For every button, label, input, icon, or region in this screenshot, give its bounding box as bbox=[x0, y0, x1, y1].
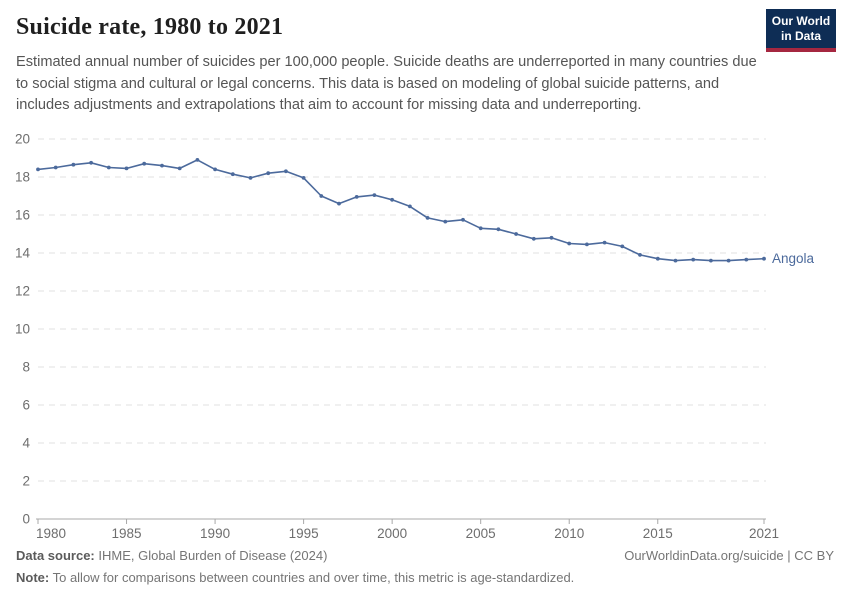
data-point[interactable] bbox=[284, 169, 288, 173]
owid-logo-line2: in Data bbox=[780, 29, 821, 43]
series-end-label[interactable]: Angola bbox=[772, 251, 815, 266]
data-point[interactable] bbox=[549, 235, 554, 240]
data-point[interactable] bbox=[354, 194, 359, 199]
x-tick-label: 1980 bbox=[36, 526, 66, 541]
data-point[interactable] bbox=[89, 160, 93, 165]
owid-logo[interactable]: Our World in Data bbox=[766, 9, 836, 52]
note-line: Note: To allow for comparisons between c… bbox=[16, 567, 834, 588]
data-point[interactable] bbox=[638, 252, 642, 257]
y-tick-label: 10 bbox=[15, 321, 30, 336]
data-point[interactable] bbox=[248, 175, 253, 180]
y-tick-label: 2 bbox=[22, 473, 30, 488]
x-tick-label: 1995 bbox=[289, 526, 319, 541]
y-tick-label: 6 bbox=[22, 397, 30, 412]
data-point[interactable] bbox=[531, 236, 536, 241]
data-point[interactable] bbox=[496, 227, 501, 231]
license-link[interactable]: OurWorldinData.org/suicide | CC BY bbox=[624, 548, 834, 564]
data-point[interactable] bbox=[53, 165, 58, 170]
page-title: Suicide rate, 1980 to 2021 bbox=[16, 14, 284, 40]
data-point[interactable] bbox=[177, 166, 182, 171]
y-tick-label: 12 bbox=[15, 283, 30, 298]
note-label: Note: bbox=[16, 569, 50, 585]
data-point[interactable] bbox=[319, 193, 324, 198]
y-tick-label: 14 bbox=[15, 245, 31, 260]
owid-logo-line1: Our World bbox=[771, 14, 831, 28]
data-point[interactable] bbox=[673, 258, 678, 263]
y-tick-label: 20 bbox=[15, 131, 30, 146]
data-point[interactable] bbox=[213, 167, 218, 172]
chart-footer: Data source: IHME, Global Burden of Dise… bbox=[16, 545, 834, 588]
line-chart-svg: 0 2 4 6 8 10 12 14 16 18 20 1980 1985 1990 1995 2000 200… bbox=[15, 131, 815, 541]
data-point[interactable] bbox=[425, 215, 430, 220]
data-point[interactable] bbox=[655, 256, 660, 261]
y-tick-label: 8 bbox=[22, 359, 30, 374]
data-point[interactable] bbox=[266, 171, 271, 175]
x-tick-label: 2015 bbox=[643, 526, 673, 541]
data-source-line: Data source: IHME, Global Burden of Dise… bbox=[16, 545, 327, 566]
series-line[interactable] bbox=[37, 158, 765, 262]
data-point[interactable] bbox=[762, 256, 766, 261]
data-source-value: IHME, Global Burden of Disease (2024) bbox=[94, 548, 328, 564]
data-point[interactable] bbox=[195, 157, 200, 162]
data-point[interactable] bbox=[160, 163, 164, 168]
data-point[interactable] bbox=[744, 257, 749, 262]
data-point[interactable] bbox=[691, 257, 696, 262]
data-point[interactable] bbox=[726, 258, 731, 263]
data-point[interactable] bbox=[124, 166, 129, 171]
y-tick-label: 16 bbox=[15, 207, 30, 222]
data-source-label: Data source: bbox=[16, 548, 95, 564]
data-point[interactable] bbox=[408, 204, 412, 209]
x-tick-label: 2010 bbox=[554, 526, 584, 541]
chart-subtitle: Estimated annual number of suicides per … bbox=[16, 54, 757, 114]
data-point[interactable] bbox=[478, 226, 483, 230]
note-value: To allow for comparisons between countri… bbox=[49, 569, 575, 585]
x-tick-label: 2000 bbox=[377, 526, 407, 541]
x-tick-label: 2021 bbox=[749, 526, 779, 541]
y-tick-label: 4 bbox=[22, 435, 30, 450]
x-tick-label: 1985 bbox=[112, 526, 142, 541]
data-point[interactable] bbox=[372, 192, 377, 197]
data-point[interactable] bbox=[602, 240, 607, 245]
y-tick-label: 0 bbox=[22, 511, 30, 526]
data-point[interactable] bbox=[620, 244, 625, 249]
x-tick-label: 2005 bbox=[466, 526, 496, 541]
data-point[interactable] bbox=[390, 197, 394, 202]
data-point[interactable] bbox=[106, 165, 111, 170]
data-point[interactable] bbox=[443, 219, 448, 224]
y-tick-label: 18 bbox=[15, 169, 30, 184]
data-point[interactable] bbox=[142, 161, 147, 166]
data-point[interactable] bbox=[230, 172, 235, 176]
data-point[interactable] bbox=[567, 241, 572, 246]
data-point[interactable] bbox=[461, 217, 465, 222]
data-point[interactable] bbox=[514, 231, 518, 236]
data-point[interactable] bbox=[585, 242, 589, 247]
data-point[interactable] bbox=[337, 201, 341, 206]
data-point[interactable] bbox=[36, 167, 40, 172]
chart-area: 0 2 4 6 8 10 12 14 16 18 20 1980 1985 1990 1995 2000 200… bbox=[0, 123, 850, 560]
data-point[interactable] bbox=[709, 258, 713, 263]
chart-header: Suicide rate, 1980 to 2021 Our World in … bbox=[0, 0, 850, 117]
x-tick-label: 1990 bbox=[200, 526, 230, 541]
data-point[interactable] bbox=[71, 162, 76, 167]
data-point[interactable] bbox=[301, 175, 306, 180]
